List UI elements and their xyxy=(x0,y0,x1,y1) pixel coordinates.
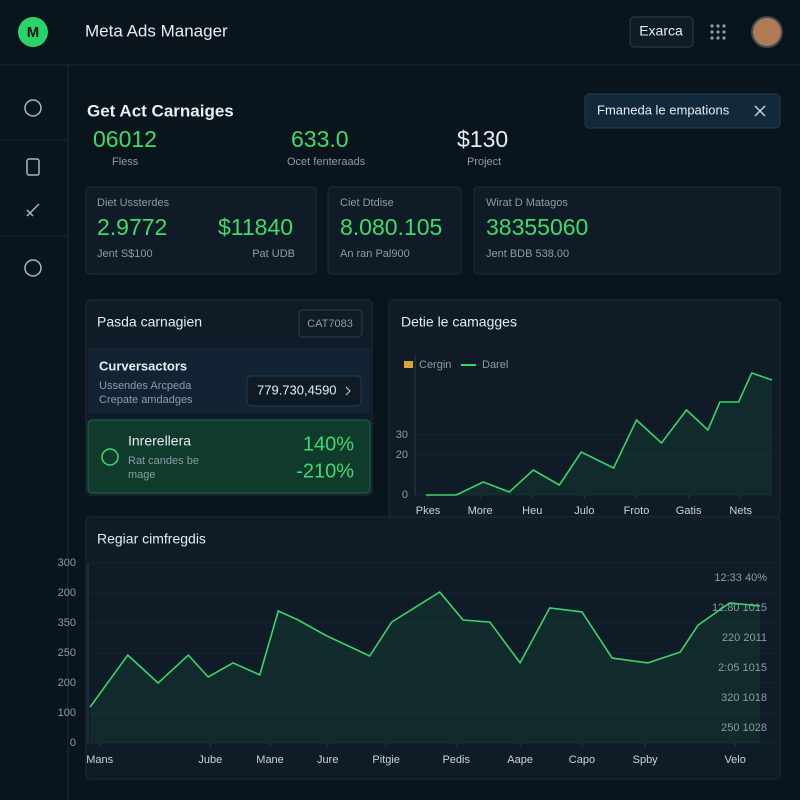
stat-label: Ocet fenteraads xyxy=(287,156,366,168)
x-tick-label: Nets xyxy=(729,505,752,517)
y-tick-label: 30 xyxy=(396,429,408,441)
card xyxy=(473,186,781,275)
highlight-title: Inrerellera xyxy=(128,433,191,449)
x-tick-label: Aape xyxy=(507,754,533,766)
right-label: 2:05 1015 xyxy=(718,662,767,674)
card-note: Jent BDB 538.00 xyxy=(486,248,569,260)
panel-button[interactable] xyxy=(298,309,363,338)
panel-title: Pasda carnagien xyxy=(97,314,202,330)
sub-title: Curversactors xyxy=(99,358,187,373)
y-tick-label: 350 xyxy=(58,617,76,629)
y-tick-label: 200 xyxy=(58,587,76,599)
header-button-label: Exarca xyxy=(639,23,683,39)
stat-value: 06012 xyxy=(93,126,157,152)
banner-text: Fmaneda le empations xyxy=(597,102,730,117)
highlight-value: -210% xyxy=(296,460,354,482)
y-tick-label: 200 xyxy=(58,677,76,689)
area xyxy=(425,373,772,495)
y-tick-label: 250 xyxy=(58,647,76,659)
card-title: Ciet Dtdise xyxy=(340,197,394,209)
card xyxy=(327,186,462,275)
legend-swatch xyxy=(404,361,413,368)
nav-edit[interactable] xyxy=(26,203,40,217)
card-title: Wirat D Matagos xyxy=(486,197,568,209)
grid-icon[interactable] xyxy=(710,24,726,40)
sub-line: Ussendes Arcpeda xyxy=(99,380,192,392)
x-tick-label: Mane xyxy=(256,754,284,766)
area xyxy=(90,592,760,743)
x-tick-label: Pkes xyxy=(416,505,441,517)
logo[interactable] xyxy=(18,17,48,47)
legend-label: Darel xyxy=(482,359,508,371)
stat-value: 633.0 xyxy=(291,126,349,152)
avatar[interactable] xyxy=(751,16,783,48)
card-value: 2.9772 xyxy=(97,214,167,240)
highlight-line: mage xyxy=(128,469,156,481)
x-tick-label: Velo xyxy=(724,754,745,766)
nav-globe[interactable] xyxy=(24,99,42,117)
y-tick-label: 300 xyxy=(58,557,76,569)
sub-line: Crepate amdadges xyxy=(99,394,193,406)
chart-title: Regiar cimfregdis xyxy=(97,531,206,547)
nav-doc[interactable] xyxy=(26,158,40,176)
right-label: 320 1018 xyxy=(721,692,767,704)
x-tick-label: Gatis xyxy=(676,505,702,517)
banner-close[interactable] xyxy=(754,105,766,117)
app-title: Meta Ads Manager xyxy=(85,21,228,40)
x-tick-label: Spby xyxy=(633,754,659,766)
highlight xyxy=(87,419,371,494)
panel-button-label: CAT7083 xyxy=(307,318,353,330)
y-tick-label: 0 xyxy=(402,489,408,501)
card-value: $11840 xyxy=(218,214,293,240)
y-tick-label: 20 xyxy=(396,449,408,461)
x-tick-label: Capo xyxy=(569,754,595,766)
card-title: Diet Ussterdes xyxy=(97,197,170,209)
y-tick-label: 0 xyxy=(70,737,76,749)
right-label: 250 1028 xyxy=(721,722,767,734)
x-tick-label: Mans xyxy=(86,754,113,766)
header-button[interactable] xyxy=(629,16,694,48)
card-note: An ran Pal900 xyxy=(340,248,410,260)
x-tick-label: Julo xyxy=(574,505,594,517)
banner xyxy=(584,93,781,129)
stat-label: Fless xyxy=(112,156,139,168)
card xyxy=(85,186,317,275)
x-tick-label: Froto xyxy=(624,505,650,517)
x-tick-label: Pedis xyxy=(442,754,470,766)
line xyxy=(425,372,773,496)
card-value: 8.080.105 xyxy=(340,214,442,240)
right-label: 12:33 40% xyxy=(714,572,767,584)
right-label: 220 2011 xyxy=(722,632,767,644)
x-tick-label: More xyxy=(468,505,493,517)
sub-value: 779.730,4590 xyxy=(257,382,337,397)
highlight-line: Rat candes be xyxy=(128,455,199,467)
card-value: 38355060 xyxy=(486,214,588,240)
x-tick-label: Pitgie xyxy=(372,754,400,766)
x-tick-label: Jube xyxy=(198,754,222,766)
chevron xyxy=(345,386,351,396)
sidebar-icons xyxy=(24,99,42,277)
legend-label: Cergin xyxy=(419,359,451,371)
section-title: Get Act Carnaiges xyxy=(87,101,234,120)
highlight-value: 140% xyxy=(303,433,354,455)
stat-value: $130 xyxy=(457,126,508,152)
value-box[interactable] xyxy=(246,375,362,407)
chart-title: Detie le camagges xyxy=(401,314,517,330)
x-tick-label: Heu xyxy=(522,505,542,517)
logo-text: M xyxy=(27,24,40,41)
nav-clock[interactable] xyxy=(24,259,42,277)
x-tick-label: Jure xyxy=(317,754,338,766)
y-tick-label: 100 xyxy=(58,707,76,719)
highlight-icon xyxy=(101,448,119,466)
card-note: Jent S$100 xyxy=(97,248,153,260)
line xyxy=(89,591,760,708)
stat-label: Project xyxy=(467,156,501,168)
card-note: Pat UDB xyxy=(252,248,295,260)
